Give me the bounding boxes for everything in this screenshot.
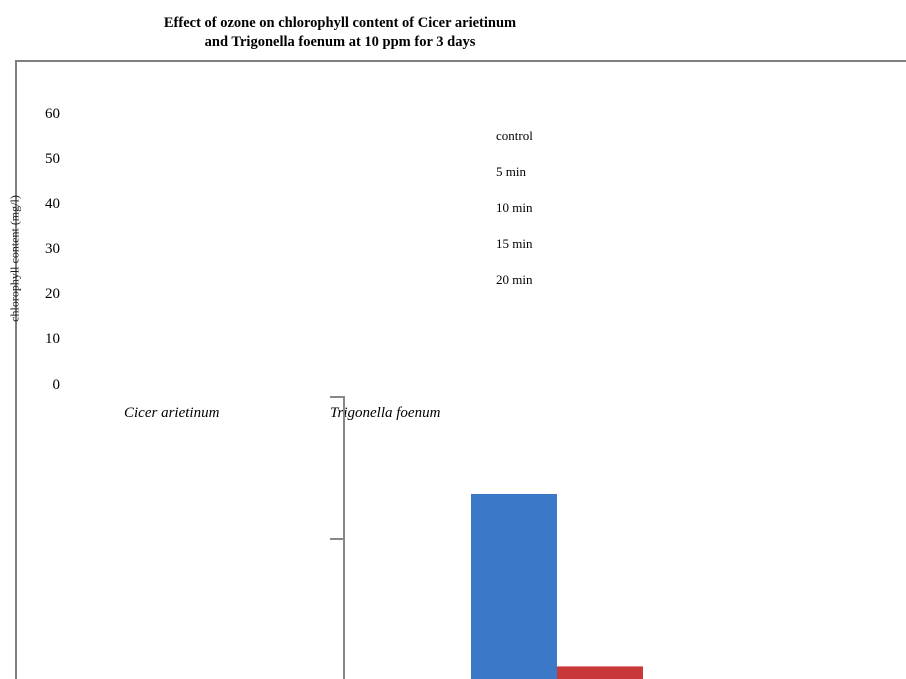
y-tick-label-10: 10 bbox=[45, 331, 60, 347]
bar-group bbox=[471, 494, 643, 679]
chart-title: Effect of ozone on chlorophyll content o… bbox=[0, 14, 680, 52]
bar-control-trigonella bbox=[471, 494, 557, 679]
x-category-cicer-arietinum: Cicer arietinum bbox=[124, 405, 220, 421]
y-tick-label-50: 50 bbox=[45, 151, 60, 167]
legend-item-5-min: 5 min bbox=[496, 164, 526, 179]
legend-item-10-min: 10 min bbox=[496, 200, 533, 215]
y-tick-label-30: 30 bbox=[45, 241, 60, 257]
plot-frame-top-border bbox=[15, 60, 906, 62]
legend-item-15-min: 15 min bbox=[496, 236, 533, 251]
legend-item-control: control bbox=[496, 128, 533, 143]
y-tick-label-0: 0 bbox=[52, 377, 61, 393]
plot-frame-left-border bbox=[15, 60, 17, 679]
legend-item-20-min: 20 min bbox=[496, 272, 533, 287]
y-tick-label-60: 60 bbox=[45, 106, 60, 122]
x-category-trigonella-foenum: Trigonella foenum bbox=[330, 405, 441, 421]
chart-title-line-2: and Trigonella foenum at 10 ppm for 3 da… bbox=[204, 34, 476, 50]
y-tick-label-40: 40 bbox=[45, 196, 60, 212]
bar-5-min-trigonella bbox=[557, 666, 643, 679]
y-tick-label-20: 20 bbox=[45, 286, 60, 302]
chart-title-line-1: Effect of ozone on chlorophyll content o… bbox=[163, 15, 517, 31]
